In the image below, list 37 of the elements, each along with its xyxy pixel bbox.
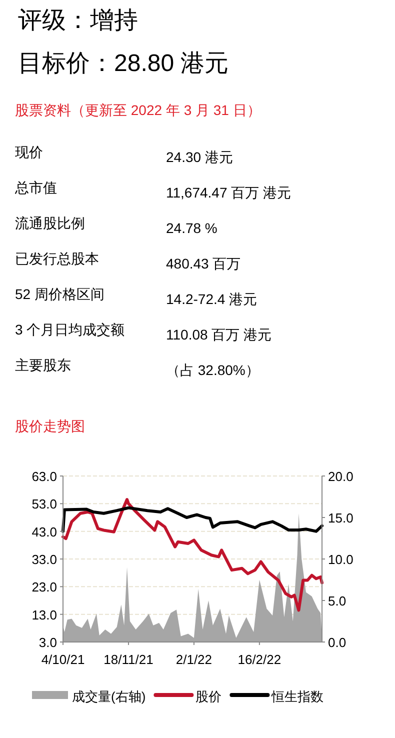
x-tick-label: 18/11/21 <box>104 652 154 667</box>
text: 110.08 百万 港元 <box>166 326 272 342</box>
text: 主要股东 <box>15 357 71 373</box>
x-tick-label: 4/10/21 <box>41 652 85 667</box>
y2-tick-label: 5.0 <box>328 594 346 608</box>
legend-label: 成交量(右轴) <box>72 689 146 704</box>
text: 11,674.47 百万 港元 <box>166 184 292 200</box>
text: 总市值 <box>14 180 57 196</box>
y-tick-label: 33.0 <box>32 552 57 567</box>
text: 评级：增持 <box>18 7 138 34</box>
y-tick-label: 3.0 <box>38 635 57 650</box>
text: 52 周价格区间 <box>15 286 104 302</box>
y2-tick-label: 15.0 <box>328 510 354 526</box>
text: 股票资料（更新至 2022 年 3 月 31 日） <box>15 102 261 118</box>
text: 现价 <box>15 144 43 160</box>
text: 24.30 港元 <box>166 149 233 165</box>
text: 目标价：28.80 港元 <box>18 50 229 77</box>
y2-tick-label: 20.0 <box>328 469 354 484</box>
y-tick-label: 63.0 <box>32 469 57 484</box>
x-tick-label: 2/1/22 <box>176 652 212 667</box>
text: 流通股比例 <box>15 215 85 231</box>
legend-label: 恒生指数 <box>270 689 324 704</box>
y-tick-label: 43.0 <box>32 524 57 540</box>
text: 480.43 百万 <box>166 256 241 272</box>
x-tick-label: 16/2/22 <box>238 652 282 667</box>
text: 已发行总股本 <box>15 250 99 266</box>
y2-tick-label: 10.0 <box>328 552 354 567</box>
y-tick-label: 53.0 <box>32 496 57 512</box>
y-tick-label: 23.0 <box>32 580 57 595</box>
y2-tick-label: 0.0 <box>328 635 346 650</box>
text: 3 个月日均成交额 <box>15 322 125 338</box>
legend-label: 股价 <box>196 689 222 704</box>
text: 24.78 % <box>166 220 218 236</box>
text: （占 32.80%） <box>166 362 260 378</box>
y-tick-label: 13.0 <box>32 607 57 622</box>
chart-title: 股价走势图 <box>15 418 85 434</box>
text: 14.2-72.4 港元 <box>166 291 258 307</box>
